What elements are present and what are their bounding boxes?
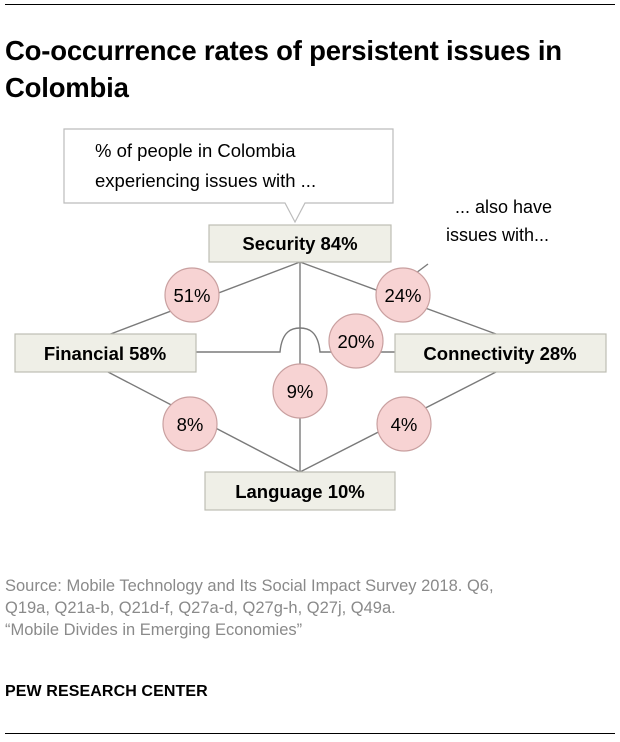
callout-box: % of people in Colombia experiencing iss… xyxy=(63,128,394,224)
source-line-3: “Mobile Divides in Emerging Economies” xyxy=(5,621,303,639)
bubble-security-financial: 51% xyxy=(164,267,220,323)
node-security: Security 84% xyxy=(208,224,392,263)
node-connectivity: Connectivity 28% xyxy=(394,333,607,373)
bubble-security-connectivity: 24% xyxy=(375,267,431,323)
node-connectivity-label: Connectivity 28% xyxy=(423,343,576,364)
bottom-rule xyxy=(5,733,615,734)
bubble-security-financial-label: 51% xyxy=(173,285,210,306)
node-language-label: Language 10% xyxy=(235,481,365,502)
node-financial-label: Financial 58% xyxy=(44,343,166,364)
bubble-financial-language-label: 8% xyxy=(177,414,204,435)
bubble-security-connectivity-label: 24% xyxy=(384,285,421,306)
source-line-1: Source: Mobile Technology and Its Social… xyxy=(5,577,494,595)
bubble-financial-connectivity: 20% xyxy=(328,313,384,369)
bubble-financial-connectivity-label: 20% xyxy=(337,331,374,352)
node-language: Language 10% xyxy=(204,471,396,511)
bubble-connectivity-language-label: 4% xyxy=(391,414,418,435)
brand-label: PEW RESEARCH CENTER xyxy=(5,683,208,700)
bubble-security-language-label: 9% xyxy=(287,381,314,402)
chart-title: Co-occurrence rates of persistent issues… xyxy=(5,35,562,103)
annotation-line-2: issues with... xyxy=(446,225,549,245)
annotation-line-1: ... also have xyxy=(455,197,552,217)
bubble-financial-language: 8% xyxy=(162,396,218,452)
source-line-2: Q19a, Q21a-b, Q21d-f, Q27a-d, Q27g-h, Q2… xyxy=(5,599,396,617)
node-financial: Financial 58% xyxy=(14,333,197,373)
source-note: Source: Mobile Technology and Its Social… xyxy=(5,575,605,641)
callout-line-1: % of people in Colombia xyxy=(95,140,296,161)
top-rule xyxy=(5,4,615,5)
callout-line-2: experiencing issues with ... xyxy=(95,170,316,191)
line-financial-connectivity xyxy=(196,327,395,353)
bubble-connectivity-language: 4% xyxy=(376,396,432,452)
node-security-label: Security 84% xyxy=(242,233,357,254)
bubble-security-language: 9% xyxy=(272,363,328,419)
